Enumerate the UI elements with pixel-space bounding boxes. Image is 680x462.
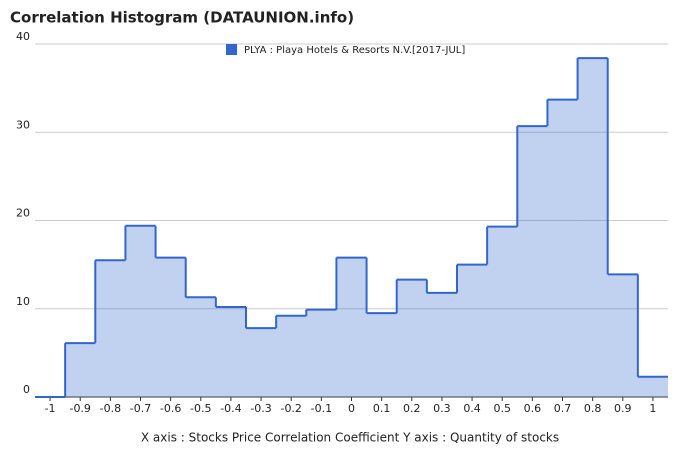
bar	[607, 274, 638, 397]
bar	[95, 260, 126, 397]
y-tick-label: 0	[23, 383, 30, 396]
bar	[426, 292, 457, 397]
bar	[457, 264, 488, 397]
x-tick-label: -0.6	[160, 402, 181, 415]
bar	[396, 279, 427, 397]
legend-label: PLYA : Playa Hotels & Resorts N.V.[2017-…	[244, 45, 465, 56]
x-tick-label: -0.9	[69, 402, 90, 415]
y-tick-label: 30	[16, 118, 30, 131]
chart-title: Correlation Histogram (DATAUNION.info)	[10, 9, 354, 27]
bar	[125, 225, 156, 397]
x-tick-label: -0.8	[100, 402, 121, 415]
bar	[215, 306, 246, 397]
bar	[577, 58, 608, 398]
bar	[246, 328, 277, 397]
x-tick-label: 0.5	[493, 402, 511, 415]
bar	[276, 315, 307, 397]
bar	[366, 313, 397, 397]
y-tick-label: 20	[16, 207, 30, 220]
y-tick-label: 10	[16, 295, 30, 308]
bar	[306, 309, 337, 397]
x-tick-label: -0.4	[220, 402, 241, 415]
x-tick-label: 0.1	[373, 402, 391, 415]
x-tick-label: -0.1	[311, 402, 332, 415]
bar	[547, 99, 578, 397]
bar	[517, 126, 548, 397]
x-tick-label: -1	[45, 402, 56, 415]
bar	[487, 226, 518, 397]
x-tick-label: 0.7	[554, 402, 572, 415]
x-tick-label: 0.3	[433, 402, 451, 415]
y-tick-label: 40	[16, 30, 30, 43]
x-tick-label: 0.2	[403, 402, 421, 415]
bar	[65, 343, 96, 397]
x-tick-label: 0.4	[463, 402, 481, 415]
bar	[185, 297, 216, 397]
x-tick-label: 0.8	[584, 402, 602, 415]
bar	[637, 376, 668, 397]
legend-swatch	[226, 44, 237, 55]
x-tick-label: -0.5	[190, 402, 211, 415]
x-tick-label: -0.2	[280, 402, 301, 415]
bar	[155, 257, 186, 397]
x-tick-label: 0	[348, 402, 355, 415]
x-axis-label: X axis : Stocks Price Correlation Coeffi…	[141, 431, 559, 445]
bar	[336, 257, 367, 397]
x-tick-label: 1	[649, 402, 656, 415]
x-tick-label: 0.6	[524, 402, 542, 415]
x-tick-label: -0.3	[250, 402, 271, 415]
x-tick-label: 0.9	[614, 402, 632, 415]
x-tick-label: -0.7	[130, 402, 151, 415]
